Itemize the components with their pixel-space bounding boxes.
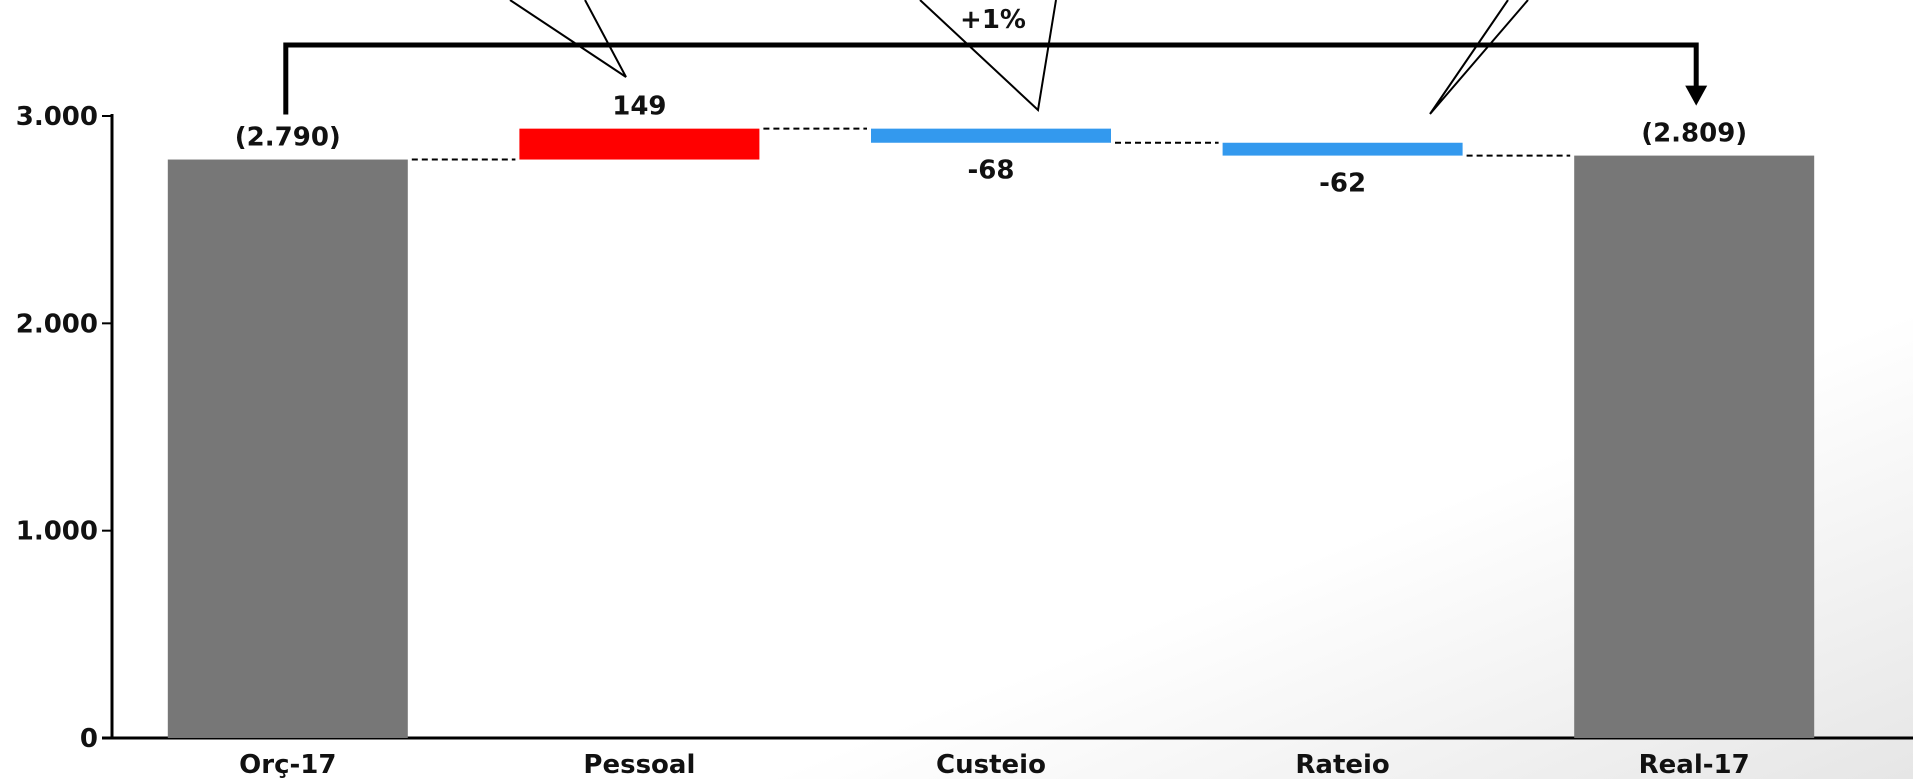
change-bracket-arrowhead: [1685, 85, 1708, 106]
y-tick-label: 1.000: [16, 517, 98, 547]
data-label: -62: [1319, 169, 1366, 199]
callout-pointer: [1429, 0, 1529, 115]
bar-decrease: [871, 128, 1111, 143]
callout-pointer: [919, 0, 1057, 113]
change-bracket-line: [283, 42, 1699, 115]
data-label: (2.790): [235, 123, 341, 153]
bar-total: [167, 159, 408, 739]
bar-decrease: [1222, 142, 1463, 156]
bar-total: [1574, 155, 1815, 739]
category-label: Rateio: [1295, 750, 1389, 779]
y-tick-label: 3.000: [16, 102, 98, 132]
callout-pointer: [509, 0, 627, 78]
data-label: (2.809): [1641, 119, 1747, 149]
total-change-label: +1%: [960, 5, 1026, 35]
y-tick-label: 0: [80, 724, 98, 754]
data-label: 149: [612, 92, 666, 122]
category-label: Custeio: [936, 750, 1046, 779]
y-tick-label: 2.000: [16, 309, 98, 339]
category-label: Pessoal: [583, 750, 695, 779]
category-label: Real-17: [1639, 750, 1750, 779]
category-label: Orç-17: [239, 750, 336, 779]
bar-increase: [519, 128, 760, 160]
data-label: -68: [968, 156, 1015, 186]
